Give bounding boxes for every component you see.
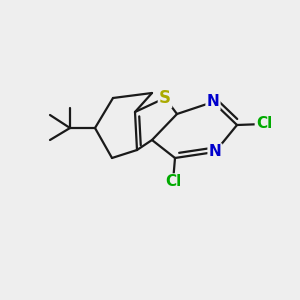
Text: N: N <box>207 94 219 110</box>
Text: Cl: Cl <box>165 175 181 190</box>
Text: N: N <box>208 145 221 160</box>
Text: Cl: Cl <box>256 116 272 131</box>
Text: S: S <box>159 89 171 107</box>
